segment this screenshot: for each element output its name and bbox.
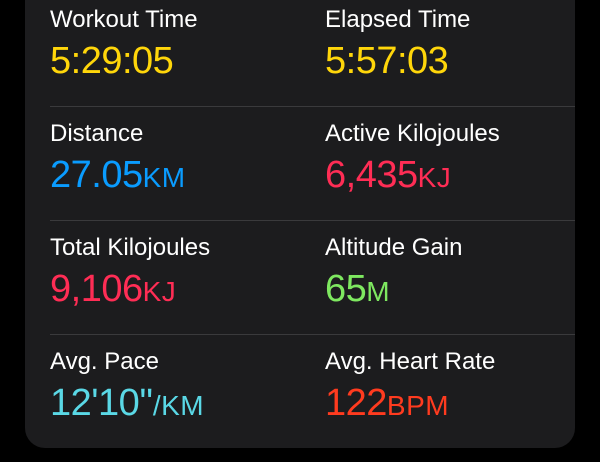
stat-label: Total Kilojoules bbox=[50, 234, 211, 261]
stat-label: Active Kilojoules bbox=[325, 120, 500, 147]
stat-value: 5:57:03 bbox=[325, 40, 575, 85]
summary-row: Distance 27.05KM Active Kilojoules 6,435… bbox=[25, 120, 575, 234]
stat-label: Avg. Pace bbox=[50, 348, 159, 375]
stat-unit: KJ bbox=[142, 276, 177, 307]
workout-summary-card: Workout Time 5:29:05 Elapsed Time 5:57:0… bbox=[25, 0, 575, 448]
stat-avg-pace: Avg. Pace 12'10''/KM bbox=[50, 348, 300, 427]
stat-unit: KM bbox=[142, 162, 186, 193]
stat-altitude-gain: Altitude Gain 65M bbox=[325, 234, 575, 313]
stat-label: Avg. Heart Rate bbox=[325, 348, 496, 375]
stat-distance: Distance 27.05KM bbox=[50, 120, 300, 199]
stat-unit: BPM bbox=[386, 390, 450, 421]
stat-active-kilojoules: Active Kilojoules 6,435KJ bbox=[325, 120, 575, 199]
summary-row: Avg. Pace 12'10''/KM Avg. Heart Rate 122… bbox=[25, 348, 575, 462]
stat-number: 122 bbox=[325, 382, 387, 424]
stat-total-kilojoules: Total Kilojoules 9,106KJ bbox=[50, 234, 300, 313]
stat-workout-time: Workout Time 5:29:05 bbox=[50, 6, 300, 85]
stat-number: 5:29:05 bbox=[50, 40, 174, 82]
divider bbox=[50, 334, 575, 335]
divider bbox=[50, 106, 575, 107]
stat-label: Workout Time bbox=[50, 6, 198, 33]
stat-value: 65M bbox=[325, 268, 575, 313]
stat-value: 9,106KJ bbox=[50, 268, 300, 313]
stat-value: 6,435KJ bbox=[325, 154, 575, 199]
stat-unit: KJ bbox=[417, 162, 452, 193]
stat-label: Distance bbox=[50, 120, 144, 147]
divider bbox=[50, 220, 575, 221]
stat-number: 27.05 bbox=[50, 154, 143, 196]
stat-label: Elapsed Time bbox=[325, 6, 471, 33]
stat-number: 9,106 bbox=[50, 268, 143, 310]
stat-avg-heart-rate: Avg. Heart Rate 122BPM bbox=[325, 348, 575, 427]
stat-number: 65 bbox=[325, 268, 367, 310]
stat-unit: M bbox=[366, 276, 391, 307]
stat-number: 12'10'' bbox=[50, 382, 153, 424]
stat-label: Altitude Gain bbox=[325, 234, 463, 261]
summary-row: Total Kilojoules 9,106KJ Altitude Gain 6… bbox=[25, 234, 575, 348]
stat-value: 12'10''/KM bbox=[50, 382, 300, 427]
summary-row: Workout Time 5:29:05 Elapsed Time 5:57:0… bbox=[25, 6, 575, 120]
stat-value: 27.05KM bbox=[50, 154, 300, 199]
stat-number: 5:57:03 bbox=[325, 40, 449, 82]
stat-unit: /KM bbox=[152, 390, 205, 421]
stat-value: 5:29:05 bbox=[50, 40, 300, 85]
stat-number: 6,435 bbox=[325, 154, 418, 196]
stat-value: 122BPM bbox=[325, 382, 575, 427]
stat-elapsed-time: Elapsed Time 5:57:03 bbox=[325, 6, 575, 85]
